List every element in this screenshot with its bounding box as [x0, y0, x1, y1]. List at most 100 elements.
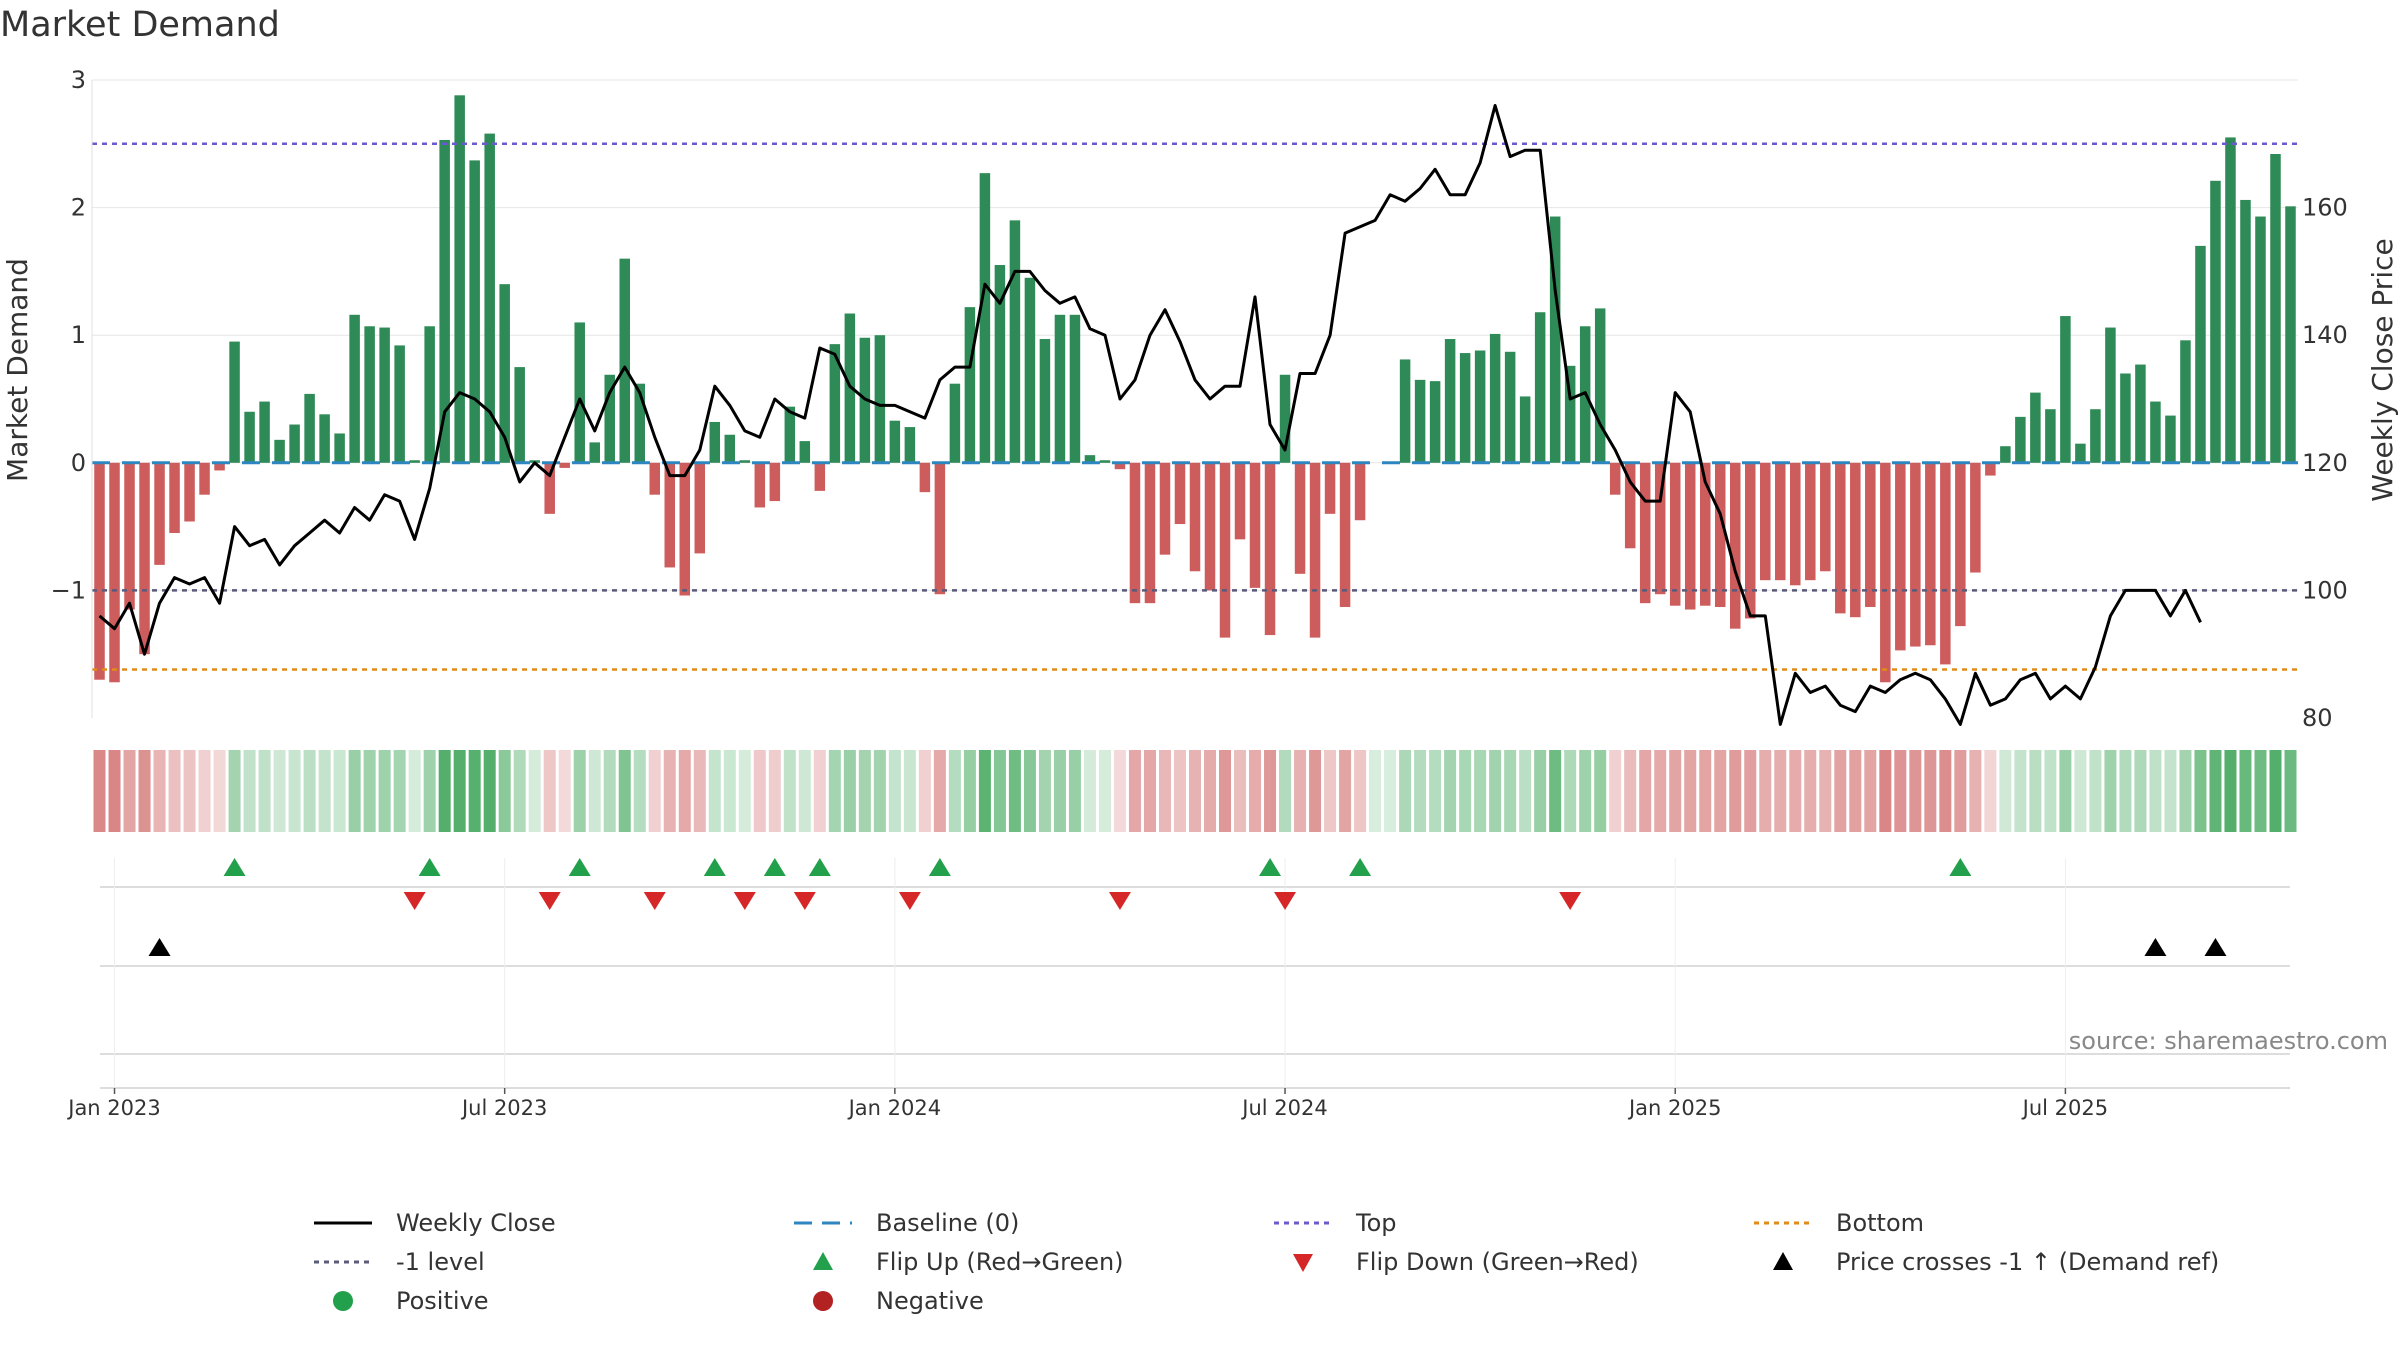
strip-cell [768, 750, 781, 832]
demand-bar [1144, 462, 1156, 604]
demand-bar [649, 462, 661, 495]
strip-cell [1098, 750, 1111, 832]
price-cross-marker [2204, 938, 2227, 956]
flip-up-marker [1259, 858, 1282, 876]
strip-cell [1654, 750, 1667, 832]
strip-cell [1354, 750, 1367, 832]
demand-bar [1354, 462, 1366, 521]
strip-cell [1023, 750, 1036, 832]
strip-cell [1744, 750, 1757, 832]
demand-bar [889, 420, 901, 463]
legend-label: Flip Down (Green→Red) [1356, 1248, 1639, 1276]
reference-lines [92, 142, 2298, 671]
strip-cell [1609, 750, 1622, 832]
demand-bar [994, 265, 1006, 463]
x-axis-ticks: Jan 2023 Jul 2023 Jan 2024 Jul 2024 Jan 2025… [66, 1088, 2108, 1120]
demand-bar [1129, 462, 1141, 604]
strip-cell [183, 750, 196, 832]
demand-bar [559, 462, 570, 468]
flip-down-marker [643, 892, 666, 910]
demand-bar [1264, 462, 1276, 636]
demand-bar [109, 462, 120, 683]
strip-cell [1699, 750, 1712, 832]
strip-cell [2239, 750, 2252, 832]
strip-cell [843, 750, 856, 832]
strip-cell [1939, 750, 1952, 832]
y2-tick-label: 100 [2302, 576, 2348, 604]
demand-bar [739, 460, 751, 463]
demand-bar [1249, 462, 1261, 588]
demand-bar [2210, 180, 2221, 463]
strip-cell [303, 750, 316, 832]
x-tick-label: Jul 2023 [460, 1096, 547, 1120]
strip-cell [243, 750, 256, 832]
strip-cell [663, 750, 676, 832]
strip-cell [1759, 750, 1772, 832]
demand-bar [1744, 462, 1756, 619]
strip-cell [1083, 750, 1096, 832]
demand-bar [1805, 462, 1816, 581]
demand-bar [799, 441, 811, 463]
legend-negative: Negative [792, 1286, 984, 1316]
demand-bar [1429, 381, 1441, 463]
demand-bar [439, 139, 450, 463]
strip-cell [123, 750, 136, 832]
strip-cell [963, 750, 976, 832]
demand-bar [2225, 137, 2236, 463]
strip-cell [1969, 750, 1982, 832]
demand-bar [1940, 462, 1951, 665]
strip-cell [693, 750, 706, 832]
demand-bar [169, 462, 180, 533]
demand-bar [589, 442, 600, 463]
demand-bar [139, 462, 150, 655]
demand-bar [274, 439, 285, 463]
demand-bar [709, 421, 721, 463]
strip-cell [2089, 750, 2102, 832]
x-tick-label: Jan 2024 [847, 1096, 942, 1120]
flip-up-marker [763, 858, 786, 876]
demand-bar [1174, 462, 1186, 525]
legend: Weekly Close Baseline (0) Top Bottom -1 … [0, 1200, 2400, 1330]
demand-bar [2060, 316, 2071, 463]
demand-bar [619, 258, 630, 463]
demand-bar [2090, 409, 2101, 463]
legend-baseline: Baseline (0) [792, 1208, 1019, 1238]
demand-bar [919, 462, 931, 493]
demand-bar [934, 462, 946, 595]
strip-cell [528, 750, 541, 832]
demand-bar [1760, 462, 1771, 581]
flip-up-marker [703, 858, 726, 876]
strip-cell [378, 750, 391, 832]
strip-cell [1624, 750, 1637, 832]
strip-cell [1594, 750, 1607, 832]
flip-up-marker [928, 858, 951, 876]
demand-bar [1549, 216, 1561, 463]
flip-up-marker [1949, 858, 1972, 876]
demand-bar [769, 462, 781, 502]
strip-cell [1414, 750, 1427, 832]
demand-bar [829, 344, 841, 463]
strip-cell [1143, 750, 1156, 832]
strip-cell [648, 750, 661, 832]
y2-tick-label: 140 [2302, 321, 2348, 349]
flip-down-marker [538, 892, 561, 910]
strip-cell [2194, 750, 2207, 832]
demand-bar [154, 462, 165, 565]
legend-weekly-close: Weekly Close [312, 1208, 556, 1238]
strip-cell [1909, 750, 1922, 832]
legend-flip-down: Flip Down (Green→Red) [1272, 1247, 1639, 1277]
x-tick-label: Jul 2024 [1240, 1096, 1327, 1120]
strip-cell [453, 750, 466, 832]
strip-cell [1729, 750, 1742, 832]
strip-cell [678, 750, 691, 832]
demand-bar [1024, 277, 1036, 463]
strip-cell [1924, 750, 1937, 832]
strip-cell [1038, 750, 1051, 832]
demand-bar [2120, 373, 2131, 463]
demand-bar [1654, 462, 1666, 595]
strip-cell [1639, 750, 1652, 832]
strip-cell [2044, 750, 2057, 832]
demand-bar [2105, 327, 2116, 463]
